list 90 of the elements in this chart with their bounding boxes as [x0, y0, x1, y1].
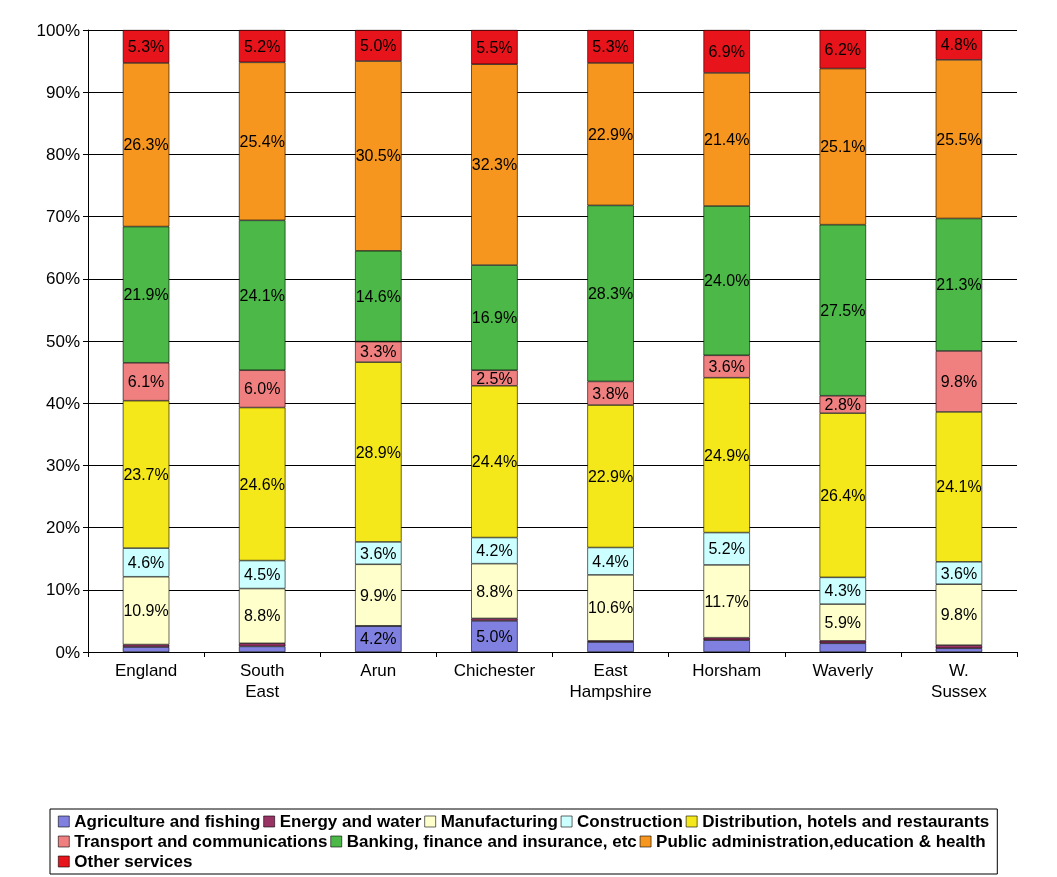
- legend-label: Banking, finance and insurance, etc: [346, 832, 637, 851]
- data-label: 25.5%: [936, 130, 982, 148]
- data-label: 6.0%: [243, 380, 281, 398]
- y-tick-label: 50%: [45, 331, 80, 351]
- data-label: 9.9%: [360, 586, 397, 604]
- data-label: 5.3%: [127, 37, 165, 55]
- data-label: 2.8%: [824, 395, 862, 413]
- data-label: 25.4%: [239, 132, 285, 150]
- data-label: 25.1%: [820, 138, 866, 156]
- legend-label: Construction: [577, 812, 683, 831]
- data-label: 3.3%: [360, 343, 397, 361]
- x-tick-label: England: [114, 661, 178, 680]
- y-tick-label: 70%: [45, 207, 80, 227]
- data-label: 22.9%: [587, 125, 634, 143]
- y-tick-label: 80%: [45, 144, 80, 164]
- legend-label: Public administration,education & health: [656, 832, 986, 851]
- data-label: 5.2%: [708, 540, 745, 558]
- legend-label: Agriculture and fishing: [74, 812, 261, 831]
- data-label: 5.3%: [592, 37, 629, 55]
- data-label: 11.7%: [704, 592, 749, 610]
- legend-label: Transport and communications: [74, 832, 328, 851]
- data-label: 4.6%: [127, 553, 165, 571]
- data-label: 16.9%: [471, 309, 518, 327]
- data-label: 27.5%: [820, 301, 866, 319]
- data-label: 10.9%: [123, 602, 169, 620]
- data-label: 24.4%: [471, 453, 518, 471]
- y-tick-label: 40%: [45, 393, 80, 413]
- data-label: 30.5%: [355, 147, 401, 165]
- data-label: 14.6%: [355, 287, 401, 305]
- y-tick-label: 10%: [45, 580, 80, 600]
- data-label: 3.8%: [592, 384, 629, 402]
- data-label: 24.1%: [936, 478, 982, 496]
- data-label: 24.1%: [239, 286, 285, 304]
- data-label: 8.8%: [243, 607, 281, 625]
- data-label: 5.9%: [824, 613, 862, 631]
- data-label: 5.0%: [476, 627, 513, 645]
- data-label: 8.8%: [476, 582, 513, 600]
- data-label: 32.3%: [471, 156, 518, 174]
- data-label: 21.9%: [123, 286, 169, 304]
- x-tick-label: Horsham: [692, 661, 762, 680]
- x-tick-label: Chichester: [453, 661, 536, 680]
- data-label: 2.5%: [476, 369, 513, 387]
- data-label: 24.0%: [704, 272, 750, 290]
- data-label: 6.1%: [127, 373, 165, 391]
- data-label: 6.2%: [824, 40, 862, 58]
- data-label: 5.5%: [476, 38, 513, 56]
- y-tick-label: 0%: [55, 642, 80, 662]
- x-tick-label: East Hampshire: [569, 661, 652, 701]
- data-label: 28.3%: [587, 284, 634, 302]
- data-label: 10.6%: [587, 599, 634, 617]
- data-label: 3.6%: [940, 564, 978, 582]
- data-label: 23.7%: [123, 465, 169, 483]
- y-tick-label: 90%: [45, 82, 80, 102]
- data-label: 5.2%: [243, 37, 281, 55]
- data-label: 4.2%: [476, 542, 513, 560]
- y-tick-label: 100%: [36, 20, 80, 40]
- legend-label: Manufacturing: [440, 812, 558, 831]
- data-label: 28.9%: [355, 443, 401, 461]
- x-tick-label: Arun: [360, 661, 397, 680]
- data-label: 21.3%: [936, 276, 982, 294]
- x-tick-label: W. Sussex: [931, 661, 988, 701]
- data-label: 3.6%: [360, 544, 397, 562]
- data-label: 3.6%: [708, 358, 745, 375]
- y-tick-label: 20%: [45, 518, 80, 538]
- legend-label: Energy and water: [279, 812, 422, 831]
- data-label: 5.0%: [360, 37, 397, 55]
- bar: [122, 647, 170, 652]
- data-label: 9.8%: [940, 606, 978, 624]
- data-label: 4.8%: [940, 36, 978, 54]
- data-label: 6.9%: [708, 42, 745, 60]
- data-label: 24.6%: [239, 475, 285, 493]
- x-tick-label: Waverly: [812, 661, 874, 680]
- data-label: 26.3%: [123, 136, 169, 154]
- legend-label: Distribution, hotels and restaurants: [702, 812, 990, 831]
- bar: [819, 643, 867, 652]
- bar: [703, 640, 750, 652]
- y-tick-label: 60%: [45, 269, 80, 289]
- data-label: 4.4%: [592, 552, 629, 570]
- data-label: 26.4%: [820, 486, 866, 504]
- data-label: 4.2%: [360, 630, 397, 648]
- legend-label: Other services: [74, 852, 193, 871]
- data-label: 24.9%: [704, 446, 750, 464]
- data-label: 9.8%: [940, 372, 978, 390]
- data-label: 21.4%: [704, 130, 750, 148]
- data-label: 4.5%: [243, 566, 281, 584]
- data-label: 4.3%: [824, 582, 862, 600]
- data-label: 22.9%: [587, 467, 634, 485]
- bar: [238, 646, 286, 652]
- y-tick-label: 30%: [45, 455, 80, 475]
- x-tick-label: South East: [239, 661, 285, 701]
